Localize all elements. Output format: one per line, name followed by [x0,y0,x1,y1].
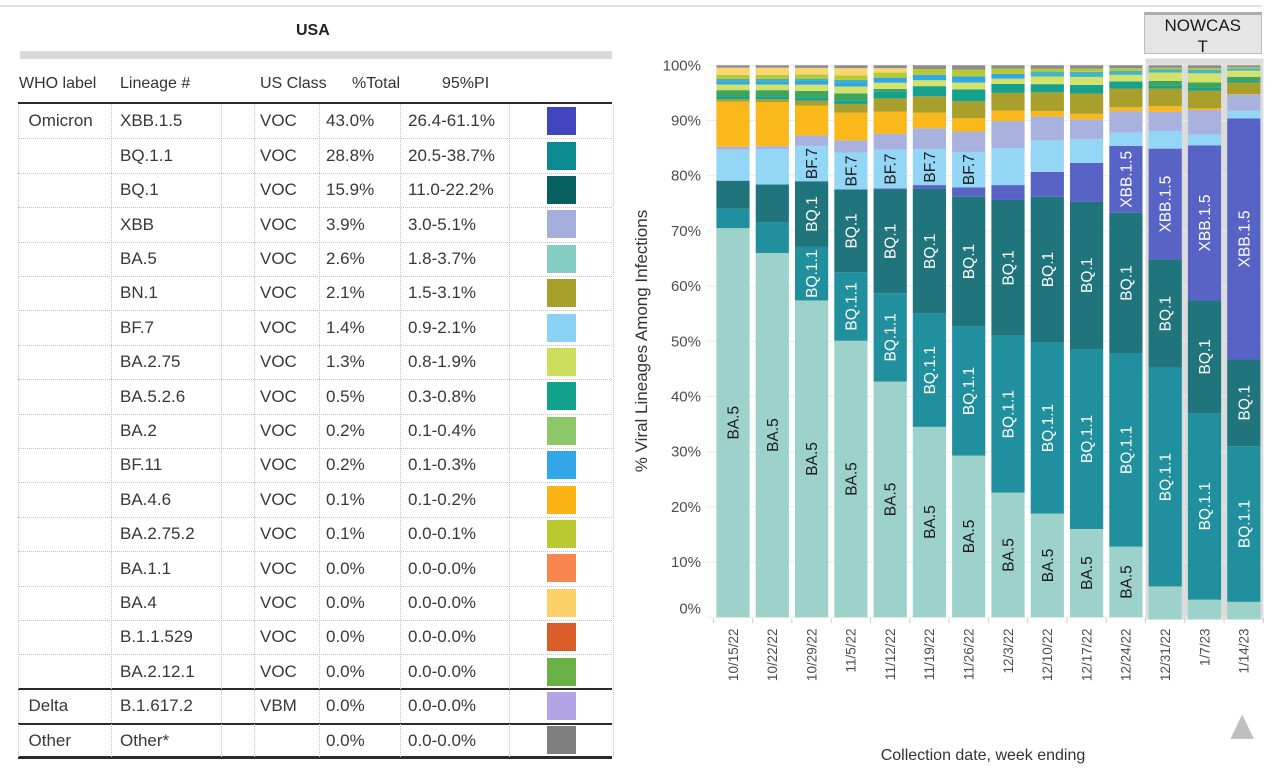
svg-text:1/14/23: 1/14/23 [1237,629,1252,674]
svg-text:BQ.1.1: BQ.1.1 [1079,415,1096,463]
svg-text:11/19/22: 11/19/22 [922,629,937,681]
svg-text:12/24/22: 12/24/22 [1119,629,1134,682]
svg-text:10%: 10% [671,554,701,571]
svg-text:BQ.1: BQ.1 [1236,385,1253,420]
svg-text:10/22/22: 10/22/22 [765,629,780,682]
svg-text:90%: 90% [671,113,701,130]
svg-text:11/5/22: 11/5/22 [844,629,859,673]
svg-text:BA.5: BA.5 [765,418,782,452]
svg-text:BA.5: BA.5 [1079,556,1096,590]
svg-text:12/17/22: 12/17/22 [1079,629,1094,682]
svg-text:30%: 30% [671,444,701,461]
svg-text:BA.5: BA.5 [804,442,821,476]
svg-text:BA.5: BA.5 [961,520,978,554]
svg-text:BF.7: BF.7 [922,152,939,183]
svg-text:BQ.1.1: BQ.1.1 [883,313,900,361]
svg-text:60%: 60% [671,278,701,295]
svg-text:12/31/22: 12/31/22 [1158,629,1173,682]
svg-text:BQ.1.1: BQ.1.1 [804,250,821,298]
svg-text:BQ.1: BQ.1 [883,224,900,259]
svg-text:50%: 50% [671,333,701,350]
svg-text:BQ.1.1: BQ.1.1 [1118,426,1135,474]
svg-text:BA.5: BA.5 [726,406,743,440]
svg-text:0%: 0% [679,600,701,617]
svg-text:10/29/22: 10/29/22 [804,629,819,682]
svg-text:BA.5: BA.5 [843,462,860,496]
svg-text:BQ.1: BQ.1 [1040,252,1057,287]
svg-text:BQ.1: BQ.1 [804,196,821,231]
svg-text:BQ.1: BQ.1 [1079,258,1096,293]
svg-text:BQ.1.1: BQ.1.1 [1236,500,1253,548]
svg-text:BQ.1: BQ.1 [843,213,860,248]
svg-text:100%: 100% [663,57,701,74]
svg-text:11/26/22: 11/26/22 [962,629,977,681]
svg-text:BQ.1.1: BQ.1.1 [1158,453,1175,501]
svg-text:BA.5: BA.5 [1040,549,1057,583]
svg-text:BQ.1: BQ.1 [1118,265,1135,300]
svg-text:XBB.1.5: XBB.1.5 [1197,194,1214,251]
svg-text:20%: 20% [671,499,701,516]
svg-text:BQ.1: BQ.1 [1001,250,1018,285]
svg-text:BA.5: BA.5 [883,483,900,517]
svg-text:BF.7: BF.7 [961,154,978,185]
svg-text:BQ.1: BQ.1 [1197,339,1214,374]
svg-text:XBB.1.5: XBB.1.5 [1236,210,1253,267]
svg-text:BF.7: BF.7 [804,148,821,179]
svg-text:% Viral Lineages Among Infecti: % Viral Lineages Among Infections [632,210,651,472]
svg-text:BA.5: BA.5 [1118,565,1135,599]
svg-text:XBB.1.5: XBB.1.5 [1118,151,1135,208]
svg-text:BQ.1.1: BQ.1.1 [843,282,860,330]
svg-text:XBB.1.5: XBB.1.5 [1158,176,1175,233]
svg-text:BQ.1.1: BQ.1.1 [1197,482,1214,530]
svg-text:80%: 80% [671,168,701,185]
svg-text:BQ.1.1: BQ.1.1 [1001,390,1018,438]
svg-text:12/3/22: 12/3/22 [1001,629,1016,674]
svg-text:Collection date, week ending: Collection date, week ending [881,747,1086,764]
svg-text:BQ.1: BQ.1 [961,244,978,279]
svg-text:40%: 40% [671,389,701,406]
svg-text:BA.5: BA.5 [922,505,939,539]
svg-text:BA.5: BA.5 [1001,538,1018,572]
svg-text:BQ.1.1: BQ.1.1 [1040,404,1057,452]
svg-text:BQ.1: BQ.1 [922,234,939,269]
svg-text:BQ.1: BQ.1 [1158,296,1175,331]
svg-text:BQ.1.1: BQ.1.1 [961,367,978,415]
svg-text:BF.7: BF.7 [843,155,860,186]
svg-text:BF.7: BF.7 [883,154,900,185]
svg-text:11/12/22: 11/12/22 [883,629,898,681]
svg-text:70%: 70% [671,223,701,240]
svg-text:1/7/23: 1/7/23 [1197,629,1212,667]
svg-text:12/10/22: 12/10/22 [1040,629,1055,682]
svg-text:10/15/22: 10/15/22 [726,629,741,682]
svg-text:BQ.1.1: BQ.1.1 [922,346,939,394]
